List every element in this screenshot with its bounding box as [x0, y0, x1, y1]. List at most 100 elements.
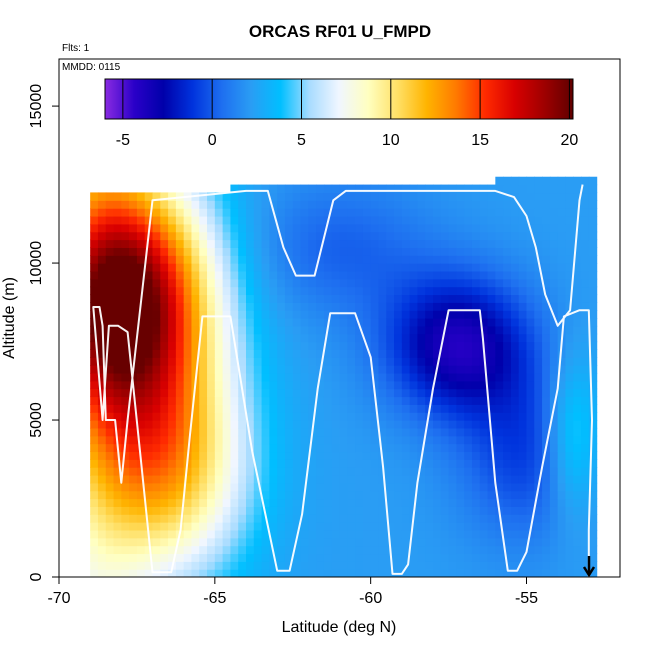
heatmap-cell: [90, 215, 99, 225]
heatmap-cell: [160, 380, 169, 390]
heatmap-cell: [448, 522, 457, 531]
heatmap-cell: [526, 349, 535, 358]
heatmap-cell: [394, 537, 403, 547]
heatmap-cell: [191, 208, 200, 217]
heatmap-cell: [518, 239, 528, 248]
heatmap-cell: [495, 215, 504, 225]
heatmap-cell: [207, 545, 216, 555]
heatmap-cell: [316, 561, 325, 570]
heatmap-cell: [261, 270, 270, 280]
heatmap-cell: [409, 545, 419, 555]
heatmap-cell: [97, 514, 107, 523]
heatmap-cell: [510, 498, 520, 507]
heatmap-cell: [113, 255, 122, 264]
heatmap-cell: [549, 474, 559, 484]
heatmap-cell: [129, 412, 138, 421]
heatmap-cell: [471, 208, 481, 217]
heatmap-cell: [534, 388, 543, 398]
heatmap-cell: [425, 435, 434, 445]
heatmap-cell: [199, 474, 208, 484]
heatmap-cell: [448, 333, 457, 343]
heatmap-cell: [214, 286, 224, 296]
heatmap-cell: [386, 490, 395, 500]
heatmap-cell: [534, 451, 543, 460]
heatmap-cell: [308, 286, 317, 296]
heatmap-cell: [308, 231, 317, 241]
heatmap-cell: [487, 325, 496, 335]
heatmap-cell: [394, 223, 403, 233]
heatmap-cell: [191, 569, 200, 577]
heatmap-cell: [581, 310, 590, 319]
heatmap-cell: [160, 349, 169, 358]
heatmap-cell: [433, 427, 442, 437]
heatmap-cell: [300, 184, 309, 194]
heatmap-cell: [339, 569, 348, 577]
heatmap-cell: [549, 553, 559, 562]
heatmap-cell: [207, 200, 216, 209]
heatmap-cell: [386, 482, 395, 492]
heatmap-cell: [97, 569, 107, 577]
heatmap-cell: [549, 482, 559, 492]
heatmap-cell: [199, 357, 208, 366]
heatmap-cell: [378, 380, 387, 390]
heatmap-cell: [503, 443, 512, 453]
heatmap-cell: [549, 231, 559, 241]
heatmap-cell: [207, 223, 216, 233]
heatmap-cell: [362, 427, 372, 437]
heatmap-cell: [113, 231, 122, 241]
heatmap-cell: [269, 380, 278, 390]
heatmap-cell: [355, 420, 364, 429]
heatmap-cell: [90, 223, 99, 233]
heatmap-cell: [261, 231, 270, 241]
heatmap-cell: [129, 490, 138, 500]
heatmap-cell: [292, 286, 302, 296]
heatmap-cell: [487, 223, 496, 233]
colorbar-tick-label: -5: [116, 132, 130, 149]
heatmap-cell: [90, 357, 99, 366]
heatmap-cell: [581, 451, 590, 460]
heatmap-cell: [456, 231, 465, 241]
heatmap-cell: [495, 529, 504, 539]
heatmap-cell: [565, 286, 574, 296]
heatmap-cell: [370, 184, 380, 194]
heatmap-cell: [510, 184, 520, 194]
heatmap-cell: [401, 506, 411, 515]
heatmap-cell: [464, 388, 473, 398]
heatmap-cell: [440, 215, 450, 225]
heatmap-cell: [316, 349, 325, 358]
heatmap-cell: [355, 427, 364, 437]
heatmap-cell: [331, 553, 341, 562]
x-tick-label: -60: [359, 590, 382, 607]
heatmap-cell: [464, 208, 473, 217]
heatmap-cell: [183, 388, 193, 398]
heatmap-cell: [386, 443, 395, 453]
heatmap-cell: [105, 482, 115, 492]
heatmap-cell: [323, 231, 333, 241]
heatmap-cell: [495, 474, 504, 484]
heatmap-cell: [355, 396, 364, 405]
heatmap-cell: [168, 215, 177, 225]
heatmap-cell: [238, 365, 247, 374]
heatmap-cell: [207, 215, 216, 225]
heatmap-cell: [471, 396, 481, 405]
heatmap-cell: [417, 310, 426, 319]
heatmap-cell: [448, 341, 457, 350]
heatmap-cell: [534, 427, 543, 437]
heatmap-cell: [510, 459, 520, 468]
heatmap-cell: [152, 569, 161, 577]
heatmap-cell: [199, 318, 208, 327]
heatmap-cell: [253, 498, 263, 507]
heatmap-cell: [183, 294, 193, 303]
heatmap-cell: [246, 318, 255, 327]
heatmap-cell: [557, 482, 567, 492]
heatmap-cell: [448, 545, 457, 555]
heatmap-cell: [518, 270, 528, 280]
heatmap-cell: [362, 474, 372, 484]
heatmap-cell: [425, 263, 434, 272]
heatmap-cell: [448, 310, 457, 319]
heatmap-cell: [214, 263, 224, 272]
heatmap-cell: [518, 192, 528, 201]
heatmap-cell: [144, 239, 154, 248]
heatmap-cell: [464, 333, 473, 343]
heatmap-cell: [378, 349, 387, 358]
